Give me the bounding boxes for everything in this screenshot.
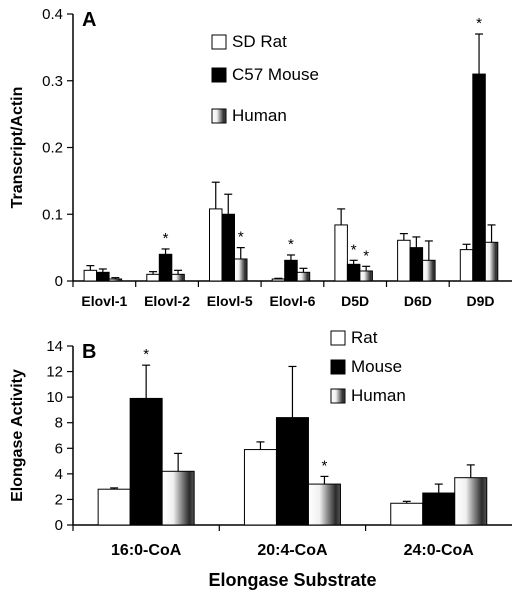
y-axis-label: Transcript/Actin [9,87,26,209]
legend-label: Human [351,386,406,405]
y-tick-label: 8 [55,415,63,432]
bar [472,73,486,282]
y-axis-label: Elongase Activity [9,369,26,502]
bar [275,417,309,526]
y-tick-label: 12 [46,364,63,381]
bar [108,278,123,282]
bar [158,253,173,282]
bar [271,278,286,282]
panel-label: B [82,341,96,363]
legend-label: Mouse [351,357,402,376]
legend-swatch [211,108,227,124]
significance-star: * [143,346,149,363]
bar [390,502,424,526]
bar [97,488,131,526]
legend-label: Rat [351,328,378,347]
y-tick-label: 0.2 [42,140,63,157]
y-tick-label: 4 [55,466,63,483]
bar [284,259,298,282]
bar [422,259,436,282]
x-tick-label: Elovl-1 [81,293,127,309]
bar [397,239,411,282]
y-tick-label: 0.3 [42,73,63,90]
bar [484,241,499,282]
x-tick-label: 24:0-CoA [404,542,475,559]
y-tick-label: 10 [46,389,63,406]
bar [83,269,98,282]
legend-swatch [330,388,346,404]
y-tick-label: 0 [55,517,63,534]
significance-star: * [163,230,169,247]
y-tick-label: 0 [55,273,63,290]
bar [171,273,185,282]
legend-label: C57 Mouse [232,65,319,84]
x-tick-label: Elovl-5 [207,293,253,309]
panel-label: A [82,9,96,31]
bar [346,263,361,282]
x-tick-label: 20:4-CoA [257,542,328,559]
significance-star: * [351,241,357,258]
bar [334,224,348,282]
bar [307,483,341,526]
x-tick-label: D6D [404,293,432,309]
bar [359,270,373,282]
x-tick-label: Elovl-2 [144,293,190,309]
x-tick-label: D5D [341,293,369,309]
significance-star: * [363,247,369,264]
bar [161,470,195,526]
bar [209,208,223,282]
x-tick-label: Elovl-6 [269,293,315,309]
significance-star: * [322,457,328,474]
y-tick-label: 2 [55,491,63,508]
bar [409,247,424,282]
bar [96,271,110,282]
significance-star: * [288,236,294,253]
x-tick-label: D9D [467,293,495,309]
bar [454,477,488,526]
legend-swatch [211,34,227,50]
bar [129,397,163,526]
y-tick-label: 0.4 [42,6,63,23]
legend-swatch [330,359,346,375]
bar [243,449,277,526]
bar [234,258,248,282]
legend-label: Human [232,106,287,125]
legend-swatch [330,330,346,346]
y-tick-label: 0.1 [42,206,63,223]
x-axis-label: Elongase Substrate [208,570,376,590]
bar [459,249,474,282]
legend-label: SD Rat [232,32,287,51]
legend-swatch [211,67,227,83]
y-tick-label: 14 [46,338,63,355]
significance-star: * [238,229,244,246]
significance-star: * [476,15,482,32]
bar [146,273,160,282]
bar [221,213,235,282]
y-tick-label: 6 [55,440,63,457]
x-tick-label: 16:0-CoA [111,542,182,559]
bar [296,271,311,282]
bar [422,492,456,526]
